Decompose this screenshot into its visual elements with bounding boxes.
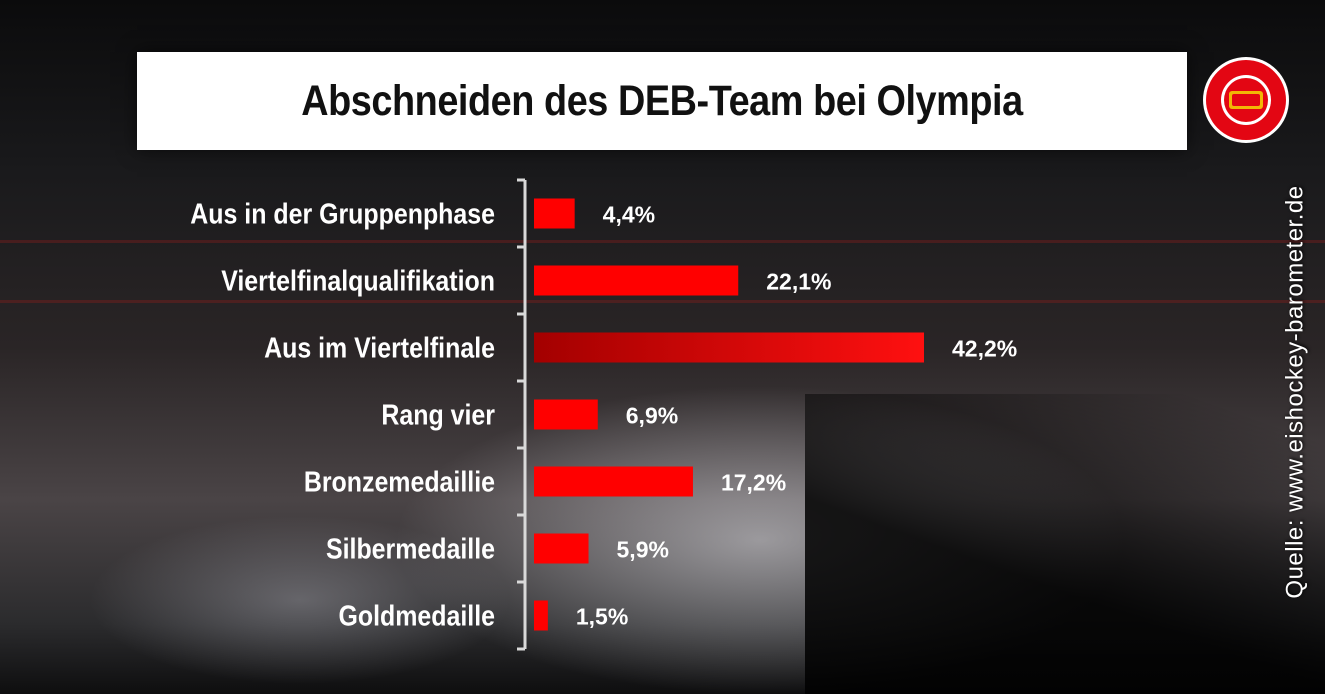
bar	[534, 533, 589, 564]
arena-rail	[0, 300, 1325, 303]
bar	[534, 332, 924, 363]
value-label: 22,1%	[766, 269, 831, 295]
bars	[534, 198, 924, 631]
category-label: Viertelfinalqualifikation	[221, 265, 495, 297]
y-axis	[517, 178, 527, 651]
deb-logo	[1203, 57, 1289, 143]
arena-rail	[0, 240, 1325, 243]
value-label: 1,5%	[576, 604, 628, 630]
bar	[534, 399, 598, 430]
category-label: Silbermedaille	[326, 533, 495, 565]
bar	[534, 466, 693, 497]
chart-title: Abschneiden des DEB-Team bei Olympia	[301, 76, 1023, 125]
value-label: 4,4%	[603, 202, 655, 228]
category-label: Bronzemedaillie	[304, 466, 495, 498]
arena-shadow	[805, 394, 1325, 694]
bar	[534, 265, 739, 296]
value-label: 6,9%	[626, 403, 678, 429]
title-banner: Abschneiden des DEB-Team bei Olympia	[137, 52, 1187, 150]
bar	[534, 198, 575, 229]
labels: Aus in der Gruppenphase 4,4% Viertelfinalq…	[190, 198, 1017, 632]
category-label: Aus in der Gruppenphase	[190, 198, 495, 230]
value-label: 17,2%	[721, 470, 786, 496]
category-label: Goldmedaille	[338, 600, 495, 632]
category-label: Aus im Viertelfinale	[264, 332, 495, 364]
value-label: 5,9%	[617, 537, 669, 563]
value-label: 42,2%	[952, 336, 1017, 362]
category-label: Rang vier	[381, 399, 495, 431]
bar	[534, 600, 548, 631]
